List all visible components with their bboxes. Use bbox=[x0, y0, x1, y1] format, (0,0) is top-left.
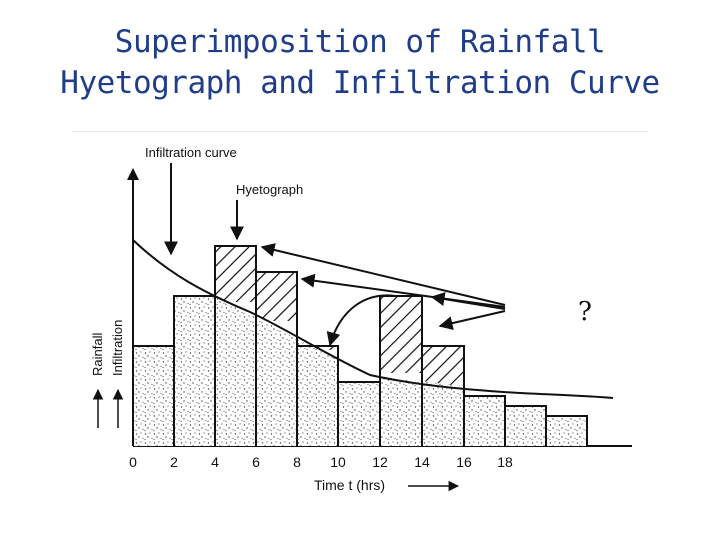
x-tick-labels: 0 2 4 6 8 10 12 14 16 18 bbox=[129, 454, 513, 470]
loss-bar-4-6 bbox=[215, 297, 256, 446]
x-axis-label: Time t (hrs) bbox=[314, 477, 385, 493]
loss-bar-14-16 bbox=[422, 381, 464, 446]
x-tick-2: 2 bbox=[170, 454, 178, 470]
excess-bar-16-18 bbox=[422, 346, 464, 386]
x-tick-14: 14 bbox=[414, 454, 430, 470]
bar-20-22 bbox=[546, 416, 587, 446]
y-label-rainfall: Rainfall bbox=[90, 333, 105, 376]
x-tick-4: 4 bbox=[211, 454, 219, 470]
title-divider bbox=[72, 131, 648, 132]
infiltration-curve-label: Infiltration curve bbox=[145, 145, 237, 160]
infiltration-curve bbox=[132, 239, 614, 399]
loss-bar-8-10 bbox=[297, 339, 338, 446]
x-tick-18: 18 bbox=[497, 454, 513, 470]
x-tick-0: 0 bbox=[129, 454, 137, 470]
pointer-line-2 bbox=[300, 273, 506, 308]
y-label-infiltration: Infiltration bbox=[110, 320, 125, 376]
excess-bar-4-6 bbox=[215, 246, 256, 302]
hyetograph-label: Hyetograph bbox=[236, 182, 303, 197]
loss-bar-12-14 bbox=[380, 378, 422, 446]
slide-title: Superimposition of Rainfall Hyetograph a… bbox=[0, 22, 720, 104]
rainfall-bars bbox=[132, 245, 588, 446]
x-tick-10: 10 bbox=[330, 454, 346, 470]
question-mark: ? bbox=[578, 297, 592, 327]
title-line-2: Hyetograph and Infiltration Curve bbox=[60, 65, 660, 101]
pointer-line-3 bbox=[430, 292, 506, 310]
excess-bar-6-8 bbox=[256, 272, 297, 321]
pointer-curve bbox=[326, 294, 396, 347]
pointer-line-4 bbox=[438, 310, 506, 330]
bar-18-20 bbox=[505, 406, 546, 446]
y-axis-arrowhead bbox=[127, 168, 139, 180]
x-tick-6: 6 bbox=[252, 454, 260, 470]
x-tick-12: 12 bbox=[372, 454, 388, 470]
title-line-1: Superimposition of Rainfall bbox=[114, 24, 606, 60]
bar-0-2 bbox=[133, 346, 174, 446]
bar-16-18 bbox=[464, 396, 505, 446]
bar-10-12 bbox=[338, 382, 380, 446]
x-tick-8: 8 bbox=[293, 454, 301, 470]
x-tick-16: 16 bbox=[456, 454, 472, 470]
bar-2-4 bbox=[174, 296, 215, 446]
excess-bar-14-16 bbox=[380, 296, 422, 373]
loss-bar-6-8 bbox=[256, 314, 297, 446]
pointer-line-1 bbox=[260, 243, 506, 306]
